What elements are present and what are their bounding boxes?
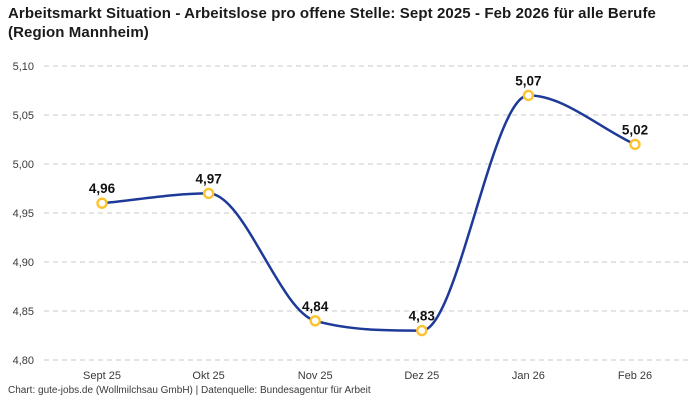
- y-tick-label: 4,90: [13, 257, 34, 269]
- data-point-marker: [416, 324, 428, 337]
- data-point-label: 4,83: [409, 309, 436, 324]
- y-tick-label: 4,95: [13, 208, 34, 220]
- x-tick-label: Feb 26: [618, 370, 652, 382]
- y-tick-label: 5,00: [13, 159, 34, 171]
- x-tick-label: Dez 25: [404, 370, 439, 382]
- data-point-label: 4,96: [89, 181, 116, 196]
- x-tick-label: Okt 25: [192, 370, 224, 382]
- data-point-label: 4,97: [195, 171, 221, 186]
- data-point-marker: [202, 187, 215, 200]
- y-tick-label: 4,85: [13, 306, 34, 318]
- y-tick-label: 5,05: [13, 110, 34, 122]
- data-point-label: 4,84: [302, 299, 329, 314]
- chart-credit: Chart: gute-jobs.de (Wollmilchsau GmbH) …: [8, 385, 371, 396]
- x-tick-label: Sept 25: [83, 370, 121, 382]
- y-tick-label: 4,80: [13, 355, 34, 367]
- data-point-marker: [522, 89, 535, 102]
- x-tick-label: Jan 26: [512, 370, 545, 382]
- chart-title: Arbeitsmarkt Situation - Arbeitslose pro…: [8, 5, 656, 41]
- x-tick-label: Nov 25: [298, 370, 333, 382]
- data-point-label: 5,07: [515, 73, 541, 88]
- y-tick-label: 5,10: [13, 61, 34, 73]
- data-point-marker: [96, 197, 108, 209]
- data-point-label: 5,02: [622, 122, 648, 137]
- data-point-marker: [629, 138, 641, 151]
- data-point-marker: [309, 315, 321, 327]
